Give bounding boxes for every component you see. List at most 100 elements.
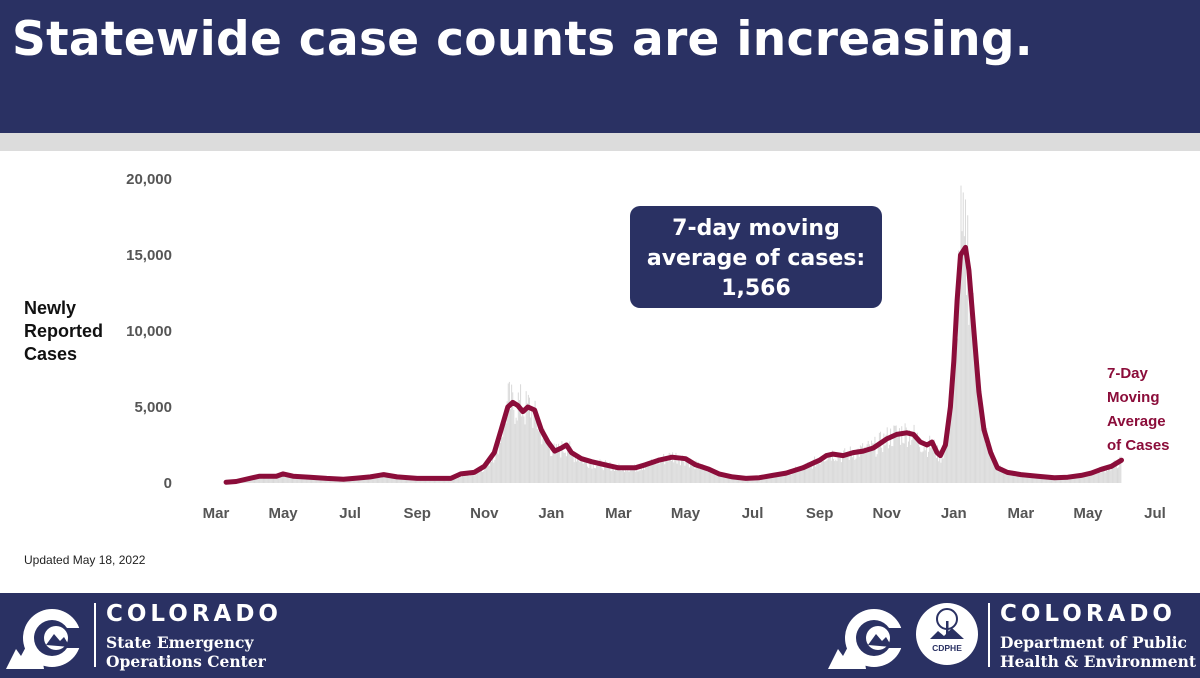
daily-case-bar xyxy=(634,464,636,483)
daily-case-bar xyxy=(1040,476,1042,483)
daily-case-bar xyxy=(983,424,985,483)
daily-case-bar xyxy=(1083,475,1085,483)
header-band xyxy=(0,133,1200,151)
daily-case-bar xyxy=(1006,472,1008,483)
daily-case-bar xyxy=(626,471,628,483)
daily-case-bar xyxy=(573,462,575,483)
daily-case-bar xyxy=(620,470,622,483)
daily-case-bar xyxy=(942,458,944,483)
daily-case-bar xyxy=(506,401,508,483)
daily-case-bar xyxy=(913,424,915,483)
daily-case-bar xyxy=(667,461,669,483)
daily-case-bar xyxy=(929,435,931,483)
daily-case-bar xyxy=(786,474,788,483)
daily-case-bar xyxy=(303,478,305,483)
daily-case-bar xyxy=(276,474,278,483)
daily-case-bar xyxy=(838,457,840,483)
daily-case-bar xyxy=(262,476,264,483)
daily-case-bar xyxy=(682,455,684,483)
y-tick-label: 5,000 xyxy=(134,399,172,416)
daily-case-bar xyxy=(1004,469,1006,483)
daily-case-bar xyxy=(857,448,859,483)
daily-case-bar xyxy=(454,476,456,483)
daily-case-bar xyxy=(903,443,905,483)
daily-case-bar xyxy=(366,478,368,483)
daily-case-bar xyxy=(665,458,667,483)
daily-case-bar xyxy=(811,468,813,483)
daily-case-bar xyxy=(359,479,361,483)
daily-case-bar xyxy=(643,467,645,483)
y-axis-label: Reported xyxy=(24,321,103,341)
x-tick-label: Mar xyxy=(1008,505,1035,522)
daily-case-bar xyxy=(656,464,658,483)
daily-case-bar xyxy=(697,461,699,483)
daily-case-bar xyxy=(561,441,563,483)
daily-case-bar xyxy=(744,478,746,483)
daily-case-bar xyxy=(639,470,641,483)
daily-case-bar xyxy=(1047,478,1049,483)
daily-case-bar xyxy=(509,409,512,483)
daily-case-bar xyxy=(507,383,509,483)
daily-case-bar xyxy=(791,472,793,483)
daily-case-bar xyxy=(819,464,821,483)
daily-case-bar xyxy=(1045,477,1047,483)
daily-case-bar xyxy=(1005,473,1007,483)
daily-case-bar xyxy=(487,457,489,483)
daily-case-bar xyxy=(536,429,538,483)
daily-case-bar xyxy=(925,443,927,483)
daily-case-bar xyxy=(893,425,895,483)
daily-case-bar xyxy=(829,456,831,483)
daily-case-bar xyxy=(836,461,838,483)
daily-case-bar xyxy=(657,457,659,483)
daily-case-bar xyxy=(611,468,613,483)
daily-case-bar xyxy=(1084,474,1086,483)
daily-case-bar xyxy=(649,463,651,483)
daily-case-bar xyxy=(371,478,373,483)
daily-case-bar xyxy=(800,467,802,483)
daily-case-bar xyxy=(474,475,476,483)
daily-case-bar xyxy=(689,458,691,483)
daily-case-bar xyxy=(521,416,523,483)
daily-case-bar xyxy=(941,454,943,483)
daily-case-bar xyxy=(1086,471,1088,483)
daily-case-bar xyxy=(648,464,650,483)
daily-case-bar xyxy=(782,471,784,483)
daily-case-bar xyxy=(391,477,393,483)
daily-case-bar xyxy=(407,478,409,483)
daily-case-bar xyxy=(535,416,537,483)
daily-case-bar xyxy=(754,478,756,483)
daily-case-bar xyxy=(789,469,791,483)
daily-case-bar xyxy=(565,456,567,483)
daily-case-bar xyxy=(605,460,607,483)
daily-case-bar xyxy=(696,462,698,483)
daily-case-bar xyxy=(1110,470,1112,483)
daily-case-bar xyxy=(279,475,281,483)
daily-case-bar xyxy=(673,462,675,483)
daily-case-bar xyxy=(722,477,724,483)
updated-date: Updated May 18, 2022 xyxy=(24,553,146,567)
daily-case-bar xyxy=(777,472,779,483)
daily-case-bar xyxy=(865,448,867,483)
daily-case-bar xyxy=(1044,477,1046,483)
daily-case-bar xyxy=(826,460,828,483)
daily-case-bar xyxy=(277,475,279,483)
daily-case-bar xyxy=(364,479,366,483)
daily-case-bar xyxy=(746,479,748,483)
daily-case-bar xyxy=(963,236,965,483)
x-tick-label: Jan xyxy=(941,505,967,522)
daily-case-bar xyxy=(1082,476,1084,483)
daily-case-bar xyxy=(312,477,314,483)
daily-case-bar xyxy=(589,462,591,483)
daily-case-bar xyxy=(266,477,268,483)
daily-case-bar xyxy=(628,471,630,483)
daily-case-bar xyxy=(717,474,719,483)
daily-case-bar xyxy=(854,459,856,483)
daily-case-bar xyxy=(776,472,778,483)
daily-case-bar xyxy=(1075,476,1077,483)
x-tick-label: Mar xyxy=(605,505,632,522)
daily-case-bar xyxy=(387,474,389,483)
daily-case-bar xyxy=(280,475,282,483)
daily-case-bar xyxy=(793,468,795,483)
daily-case-bar xyxy=(269,475,271,483)
daily-case-bar xyxy=(882,452,884,483)
